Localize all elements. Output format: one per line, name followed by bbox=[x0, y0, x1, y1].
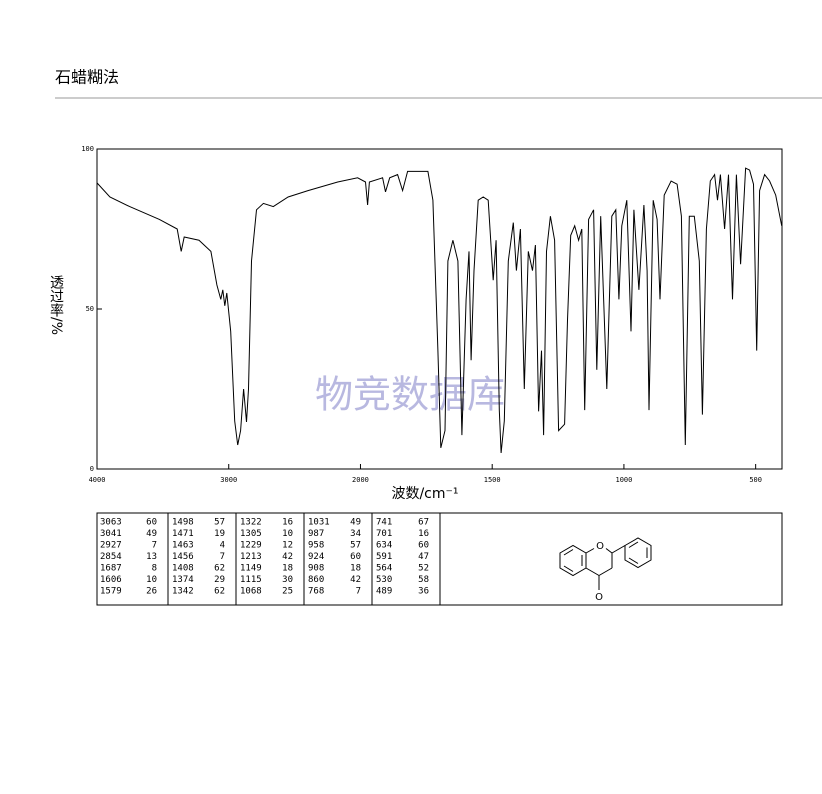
table-wavenumber: 591 bbox=[376, 552, 392, 562]
table-wavenumber: 701 bbox=[376, 529, 392, 539]
y-tick-label: 50 bbox=[86, 305, 94, 313]
spectrum-line bbox=[96, 167, 783, 454]
table-intensity: 30 bbox=[282, 575, 293, 585]
x-tick-label: 1000 bbox=[615, 476, 632, 484]
table-intensity: 4 bbox=[220, 541, 225, 551]
table-wavenumber: 1031 bbox=[308, 518, 330, 528]
x-tick-label: 4000 bbox=[89, 476, 106, 484]
table-wavenumber: 530 bbox=[376, 575, 392, 585]
table-intensity: 60 bbox=[418, 541, 429, 551]
table-intensity: 60 bbox=[146, 518, 157, 528]
table-intensity: 7 bbox=[356, 587, 361, 597]
table-intensity: 8 bbox=[152, 564, 157, 574]
table-intensity: 10 bbox=[282, 529, 293, 539]
table-intensity: 25 bbox=[282, 587, 293, 597]
table-wavenumber: 958 bbox=[308, 541, 324, 551]
table-intensity: 42 bbox=[282, 552, 293, 562]
table-wavenumber: 564 bbox=[376, 564, 392, 574]
table-intensity: 57 bbox=[350, 541, 361, 551]
table-wavenumber: 1229 bbox=[240, 541, 262, 551]
table-intensity: 62 bbox=[214, 564, 225, 574]
table-intensity: 36 bbox=[418, 587, 429, 597]
table-intensity: 42 bbox=[350, 575, 361, 585]
table-wavenumber: 2854 bbox=[100, 552, 122, 562]
table-wavenumber: 1687 bbox=[100, 564, 122, 574]
table-wavenumber: 987 bbox=[308, 529, 324, 539]
table-intensity: 19 bbox=[214, 529, 225, 539]
table-wavenumber: 1115 bbox=[240, 575, 262, 585]
table-dividers bbox=[167, 513, 441, 605]
table-intensity: 52 bbox=[418, 564, 429, 574]
table-wavenumber: 1068 bbox=[240, 587, 262, 597]
table-wavenumber: 3041 bbox=[100, 529, 122, 539]
table-wavenumber: 1213 bbox=[240, 552, 262, 562]
table-wavenumber: 768 bbox=[308, 587, 324, 597]
table-wavenumber: 1374 bbox=[172, 575, 194, 585]
table-wavenumber: 489 bbox=[376, 587, 392, 597]
table-wavenumber: 908 bbox=[308, 564, 324, 574]
table-wavenumber: 1579 bbox=[100, 587, 122, 597]
table-intensity: 18 bbox=[350, 564, 361, 574]
atom-label: O bbox=[596, 541, 604, 552]
table-wavenumber: 1408 bbox=[172, 564, 194, 574]
y-axis-label: 透过率/% bbox=[48, 275, 64, 335]
x-tick-label: 1500 bbox=[484, 476, 501, 484]
table-wavenumber: 1606 bbox=[100, 575, 122, 585]
table-wavenumber: 1305 bbox=[240, 529, 262, 539]
table-intensity: 60 bbox=[350, 552, 361, 562]
table-wavenumber: 1471 bbox=[172, 529, 194, 539]
table-intensity: 34 bbox=[350, 529, 361, 539]
table-wavenumber: 1149 bbox=[240, 564, 262, 574]
table-intensity: 47 bbox=[418, 552, 429, 562]
x-tick-label: 3000 bbox=[220, 476, 237, 484]
table-wavenumber: 634 bbox=[376, 541, 392, 551]
y-tick-label: 100 bbox=[81, 145, 94, 153]
table-intensity: 7 bbox=[152, 541, 157, 551]
table-wavenumber: 1322 bbox=[240, 518, 262, 528]
table-intensity: 13 bbox=[146, 552, 157, 562]
table-intensity: 57 bbox=[214, 518, 225, 528]
table-intensity: 29 bbox=[214, 575, 225, 585]
table-wavenumber: 741 bbox=[376, 518, 392, 528]
x-tick-label: 500 bbox=[749, 476, 762, 484]
table-intensity: 62 bbox=[214, 587, 225, 597]
table-intensity: 58 bbox=[418, 575, 429, 585]
table-wavenumber: 3063 bbox=[100, 518, 122, 528]
page-title: 石蜡糊法 bbox=[55, 68, 119, 87]
x-axis-label: 波数/cm⁻¹ bbox=[391, 486, 458, 502]
table-intensity: 49 bbox=[350, 518, 361, 528]
table-intensity: 67 bbox=[418, 518, 429, 528]
molecule bbox=[559, 537, 652, 590]
table-wavenumber: 2927 bbox=[100, 541, 122, 551]
table-intensity: 49 bbox=[146, 529, 157, 539]
table-intensity: 16 bbox=[418, 529, 429, 539]
table-wavenumber: 1463 bbox=[172, 541, 194, 551]
atom-label: O bbox=[595, 592, 603, 603]
table-intensity: 16 bbox=[282, 518, 293, 528]
y-tick-label: 0 bbox=[90, 465, 94, 473]
table-intensity: 26 bbox=[146, 587, 157, 597]
table-intensity: 18 bbox=[282, 564, 293, 574]
table-intensity: 12 bbox=[282, 541, 293, 551]
watermark: 物竞数据库 bbox=[315, 373, 505, 417]
table-intensity: 7 bbox=[220, 552, 225, 562]
table-wavenumber: 924 bbox=[308, 552, 324, 562]
table-wavenumber: 1498 bbox=[172, 518, 194, 528]
x-tick-label: 2000 bbox=[352, 476, 369, 484]
table-intensity: 10 bbox=[146, 575, 157, 585]
table-wavenumber: 860 bbox=[308, 575, 324, 585]
table-wavenumber: 1456 bbox=[172, 552, 194, 562]
table-wavenumber: 1342 bbox=[172, 587, 194, 597]
